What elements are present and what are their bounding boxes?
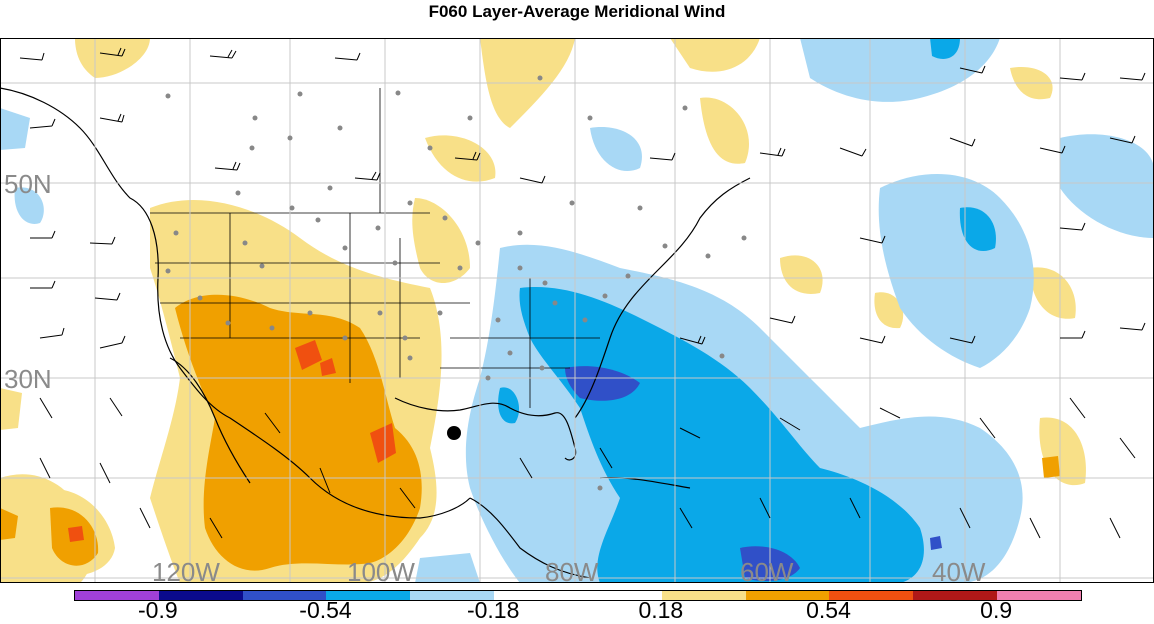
colorbar-swatch <box>829 591 914 600</box>
lon-label-100w: 100W <box>347 557 415 583</box>
colorbar-tick-label: 0.54 <box>806 597 851 623</box>
lat-label-50n: 50N <box>4 169 52 199</box>
colorbar-swatch <box>326 591 411 600</box>
colorbar <box>74 590 1082 601</box>
colorbar-swatch <box>745 591 830 600</box>
map-panel: 50N 30N 120W 100W 80W 60W 40W <box>0 38 1154 583</box>
negative-wind-region <box>0 38 1154 583</box>
colorbar-swatch <box>242 591 327 600</box>
lat-label-30n: 30N <box>4 364 52 394</box>
colorbar-swatch <box>410 591 495 600</box>
colorbar-labels: -0.9 -0.54 -0.18 0.18 0.54 0.9 <box>0 597 1154 623</box>
colorbar-tick-label: 0.18 <box>638 597 684 623</box>
lon-label-60w: 60W <box>740 557 794 583</box>
colorbar-swatch <box>75 591 159 600</box>
colorbar-tick-label: 0.9 <box>980 597 1013 623</box>
map-title: F060 Layer-Average Meridional Wind <box>428 2 726 21</box>
colorbar-swatch <box>661 591 746 600</box>
wind-barbs <box>19 47 1146 539</box>
colorbar-swatch <box>494 591 578 600</box>
colorbar-swatch <box>913 591 998 600</box>
colorbar-tick-label: -0.18 <box>466 597 520 623</box>
colorbar-swatch <box>158 591 243 600</box>
station-markers <box>165 75 747 491</box>
coastline <box>0 87 751 579</box>
positive-wind-region <box>0 38 1086 583</box>
lon-label-40w: 40W <box>932 557 986 583</box>
lon-label-80w: 80W <box>545 557 599 583</box>
colorbar-tick-label: -0.9 <box>138 597 178 623</box>
colorbar-swatch <box>997 591 1081 600</box>
colorbar-swatch <box>577 591 662 600</box>
lon-label-120w: 120W <box>152 557 220 583</box>
reference-point-marker <box>447 426 461 440</box>
lat-lon-grid <box>0 38 1154 583</box>
colorbar-tick-label: -0.54 <box>299 597 352 623</box>
